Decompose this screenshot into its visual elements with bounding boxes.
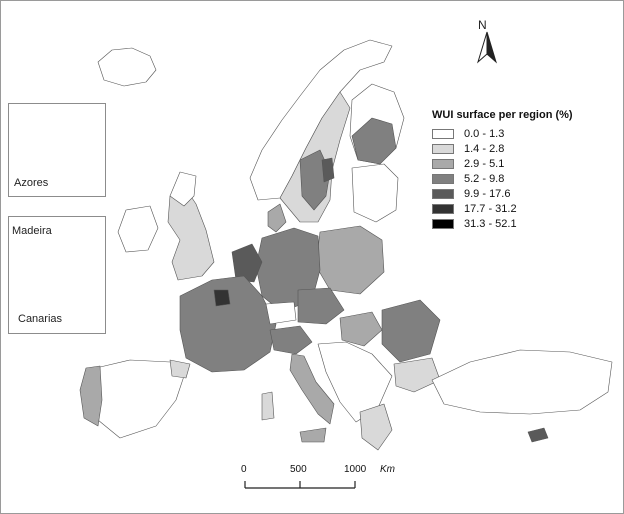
region-iceland [97, 47, 157, 87]
region-hungary [339, 311, 383, 347]
legend-label: 31.3 - 52.1 [464, 217, 517, 230]
region-turkey [431, 349, 613, 415]
region-romania [381, 299, 441, 363]
region-catalonia [169, 359, 191, 379]
region-cyprus [527, 427, 549, 443]
region-sicily [299, 427, 327, 443]
north-letter: N [478, 18, 487, 32]
legend-label: 0.0 - 1.3 [464, 127, 505, 140]
legend-label: 5.2 - 9.8 [464, 172, 505, 185]
inset-madeira-canarias [8, 216, 106, 334]
legend-swatch [432, 128, 454, 139]
inset-azores [8, 103, 106, 197]
scale-label-500: 500 [290, 464, 307, 475]
legend-swatch [432, 143, 454, 154]
legend-label: 2.9 - 5.1 [464, 157, 505, 170]
legend-swatch [432, 158, 454, 169]
legend-swatch [432, 173, 454, 184]
region-poland [315, 225, 385, 295]
legend-row: 2.9 - 5.1 [432, 156, 602, 171]
region-france [179, 275, 277, 373]
region-baltics [351, 163, 399, 223]
legend-row: 0.0 - 1.3 [432, 126, 602, 141]
legend-label: 17.7 - 31.2 [464, 202, 517, 215]
region-finland-south [351, 117, 397, 165]
legend-swatch [432, 203, 454, 214]
region-ireland [117, 205, 159, 253]
legend-swatch [432, 188, 454, 199]
legend-row: 1.4 - 2.8 [432, 141, 602, 156]
region-italy-north [269, 325, 313, 355]
region-scotland [169, 171, 197, 207]
region-greece [359, 403, 393, 451]
inset-label-azores: Azores [14, 177, 49, 189]
scale-bar [244, 481, 356, 489]
region-paris [213, 289, 231, 307]
region-bulgaria [393, 357, 441, 393]
region-sweden-stockholm [321, 157, 335, 183]
scale-unit: Km [380, 464, 395, 475]
legend-row: 31.3 - 52.1 [432, 216, 602, 231]
region-czech-austria [297, 287, 345, 325]
inset-label-canarias: Canarias [18, 313, 63, 325]
legend-label: 1.4 - 2.8 [464, 142, 505, 155]
region-benelux [231, 243, 263, 283]
region-sardinia [261, 391, 275, 421]
legend-row: 17.7 - 31.2 [432, 201, 602, 216]
legend-swatch [432, 218, 454, 229]
legend-label: 9.9 - 17.6 [464, 187, 511, 200]
legend-row: 9.9 - 17.6 [432, 186, 602, 201]
region-uk [167, 185, 215, 281]
region-italy [289, 353, 335, 425]
legend: WUI surface per region (%) 0.0 - 1.3 1.4 … [432, 109, 602, 231]
scale-label-1000: 1000 [344, 464, 367, 475]
region-portugal [79, 365, 103, 427]
inset-label-madeira: Madeira [12, 225, 52, 237]
legend-row: 5.2 - 9.8 [432, 171, 602, 186]
legend-title: WUI surface per region (%) [432, 109, 573, 121]
scale-label-0: 0 [241, 464, 247, 475]
north-arrow-icon [477, 31, 497, 64]
region-switzerland [265, 301, 297, 325]
region-denmark [267, 203, 287, 233]
